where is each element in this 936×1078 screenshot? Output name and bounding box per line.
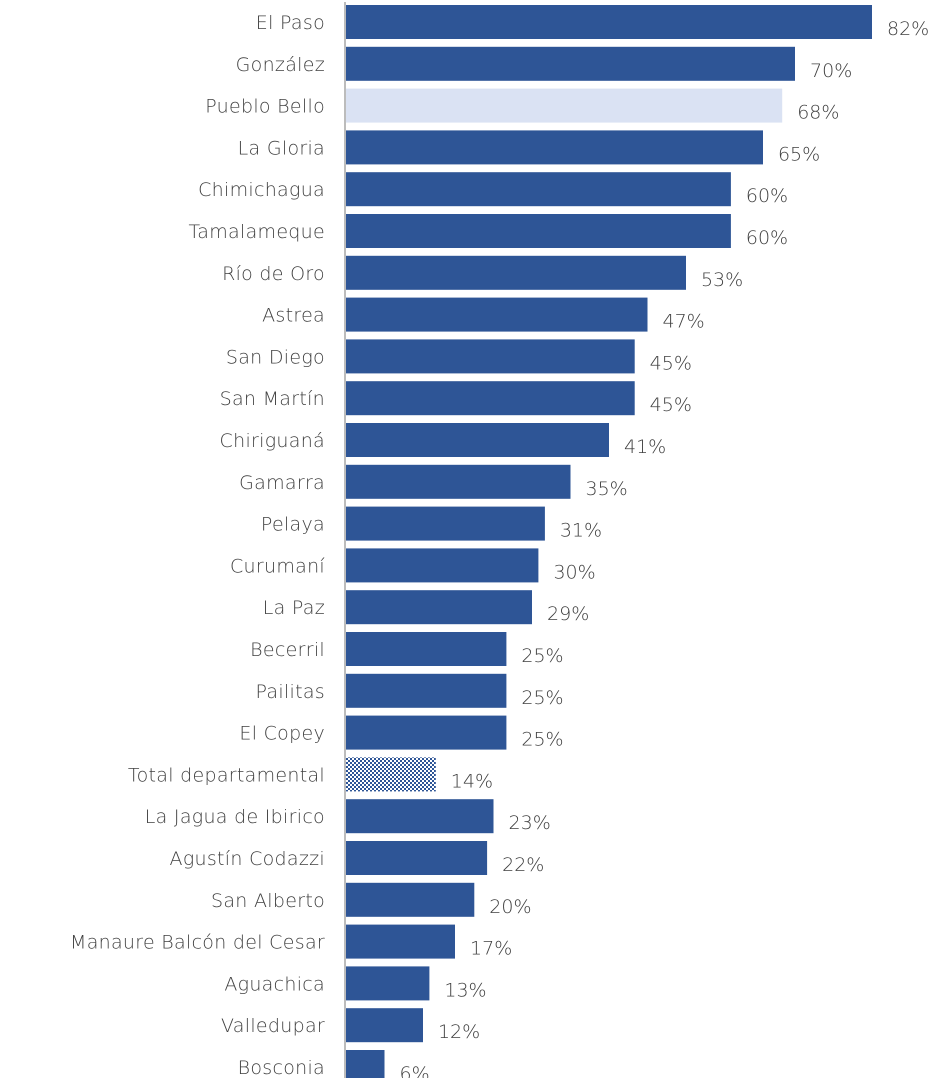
value-label-total-departamental: 14% xyxy=(451,770,493,792)
value-label-san-diego: 45% xyxy=(650,352,692,374)
value-label-chiriguana: 41% xyxy=(624,436,666,458)
category-label-chiriguana: Chiriguaná xyxy=(220,430,325,452)
value-label-curumani: 30% xyxy=(553,561,595,583)
bar-becerril xyxy=(346,632,507,666)
category-label-pueblo-bello: Pueblo Bello xyxy=(205,96,325,118)
value-label-la-gloria: 65% xyxy=(778,143,820,165)
value-label-el-paso: 82% xyxy=(887,18,929,40)
value-label-manaure-balcon-del-cesar: 17% xyxy=(470,938,512,960)
bar-la-paz xyxy=(346,590,532,625)
value-label-el-copey: 25% xyxy=(521,729,563,751)
bar-valledupar xyxy=(346,1008,423,1043)
category-label-chimichagua: Chimichagua xyxy=(198,179,325,201)
value-label-la-paz: 29% xyxy=(547,603,589,625)
category-label-pailitas: Pailitas xyxy=(256,681,325,703)
bar-chiriguana xyxy=(346,423,609,457)
bar-la-jagua-de-ibirico xyxy=(346,799,494,834)
bar-gonzalez xyxy=(346,46,795,81)
category-label-valledupar: Valledupar xyxy=(221,1015,325,1037)
category-label-pelaya: Pelaya xyxy=(261,514,325,536)
category-label-la-jagua-de-ibirico: La Jagua de Ibirico xyxy=(145,806,325,828)
bar-san-alberto xyxy=(346,882,475,917)
category-label-la-paz: La Paz xyxy=(263,597,325,619)
value-label-gamarra: 35% xyxy=(586,478,628,500)
value-label-becerril: 25% xyxy=(521,645,563,667)
category-label-curumani: Curumaní xyxy=(230,555,325,577)
category-label-gamarra: Gamarra xyxy=(239,472,325,494)
value-label-chimichagua: 60% xyxy=(746,185,788,207)
bar-rio-de-oro xyxy=(346,255,686,290)
category-label-san-diego: San Diego xyxy=(226,346,325,368)
category-label-agustin-codazzi: Agustín Codazzi xyxy=(170,848,325,870)
bars-layer: El Paso 82% González 70% Pueblo Bello 68% La G… xyxy=(70,5,929,1078)
category-label-la-gloria: La Gloria xyxy=(238,137,325,159)
category-label-el-copey: El Copey xyxy=(239,723,325,745)
bar-pueblo-bello xyxy=(346,88,783,123)
bar-bosconia xyxy=(346,1050,385,1078)
category-label-san-martin: San Martín xyxy=(220,388,325,410)
bar-la-gloria xyxy=(346,130,763,165)
value-label-agustin-codazzi: 22% xyxy=(502,854,544,876)
value-label-astrea: 47% xyxy=(662,311,704,333)
category-label-total-departamental: Total departamental xyxy=(128,764,325,786)
value-label-pailitas: 25% xyxy=(521,687,563,709)
bar-san-diego xyxy=(346,339,635,374)
bar-pelaya xyxy=(346,506,545,541)
category-label-becerril: Becerril xyxy=(250,639,325,661)
value-label-rio-de-oro: 53% xyxy=(701,269,743,291)
value-label-valledupar: 12% xyxy=(438,1021,480,1043)
bar-el-copey xyxy=(346,715,507,750)
value-label-san-alberto: 20% xyxy=(489,896,531,918)
bar-curumani xyxy=(346,548,539,583)
bar-manaure-balcon-del-cesar xyxy=(346,924,455,959)
category-label-aguachica: Aguachica xyxy=(224,973,325,995)
bar-san-martin xyxy=(346,381,635,416)
value-label-bosconia: 6% xyxy=(399,1063,429,1078)
value-label-pueblo-bello: 68% xyxy=(797,102,839,124)
bar-astrea xyxy=(346,297,648,332)
category-label-rio-de-oro: Río de Oro xyxy=(222,263,325,285)
bar-agustin-codazzi xyxy=(346,841,488,875)
category-label-el-paso: El Paso xyxy=(256,12,325,34)
bar-tamalameque xyxy=(346,214,731,248)
category-label-manaure-balcon-del-cesar: Manaure Balcón del Cesar xyxy=(70,932,325,954)
category-label-gonzalez: González xyxy=(236,54,325,76)
value-label-aguachica: 13% xyxy=(444,979,486,1001)
bar-pailitas xyxy=(346,673,507,708)
bar-total-departamental xyxy=(346,757,436,792)
value-label-san-martin: 45% xyxy=(650,394,692,416)
category-label-tamalameque: Tamalameque xyxy=(189,221,325,243)
category-label-bosconia: Bosconia xyxy=(238,1057,325,1078)
bar-gamarra xyxy=(346,464,571,499)
bar-aguachica xyxy=(346,966,430,1001)
value-label-pelaya: 31% xyxy=(560,520,602,542)
bar-el-paso xyxy=(346,5,872,39)
category-label-san-alberto: San Alberto xyxy=(211,890,325,912)
category-label-astrea: Astrea xyxy=(262,305,325,327)
value-label-tamalameque: 60% xyxy=(746,227,788,249)
bar-chimichagua xyxy=(346,172,731,207)
value-label-la-jagua-de-ibirico: 23% xyxy=(509,812,551,834)
value-label-gonzalez: 70% xyxy=(810,60,852,82)
